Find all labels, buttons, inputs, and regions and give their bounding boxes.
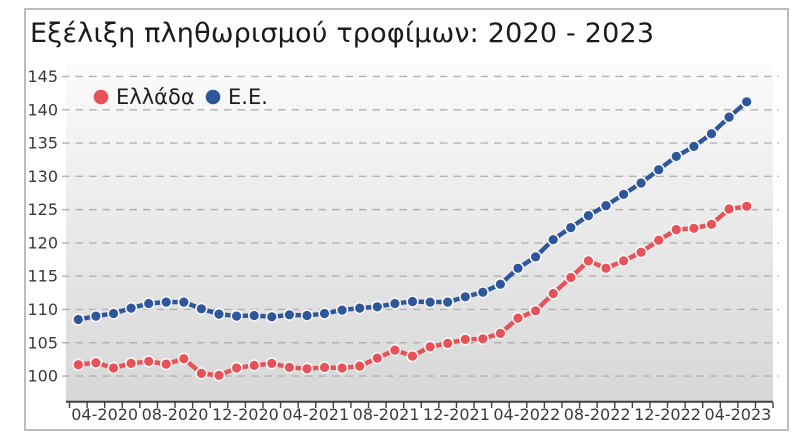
chart-title: Εξέλιξη πληθωρισμού τροφίμων: 2020 - 202… bbox=[30, 18, 655, 49]
chart-card bbox=[24, 8, 789, 431]
